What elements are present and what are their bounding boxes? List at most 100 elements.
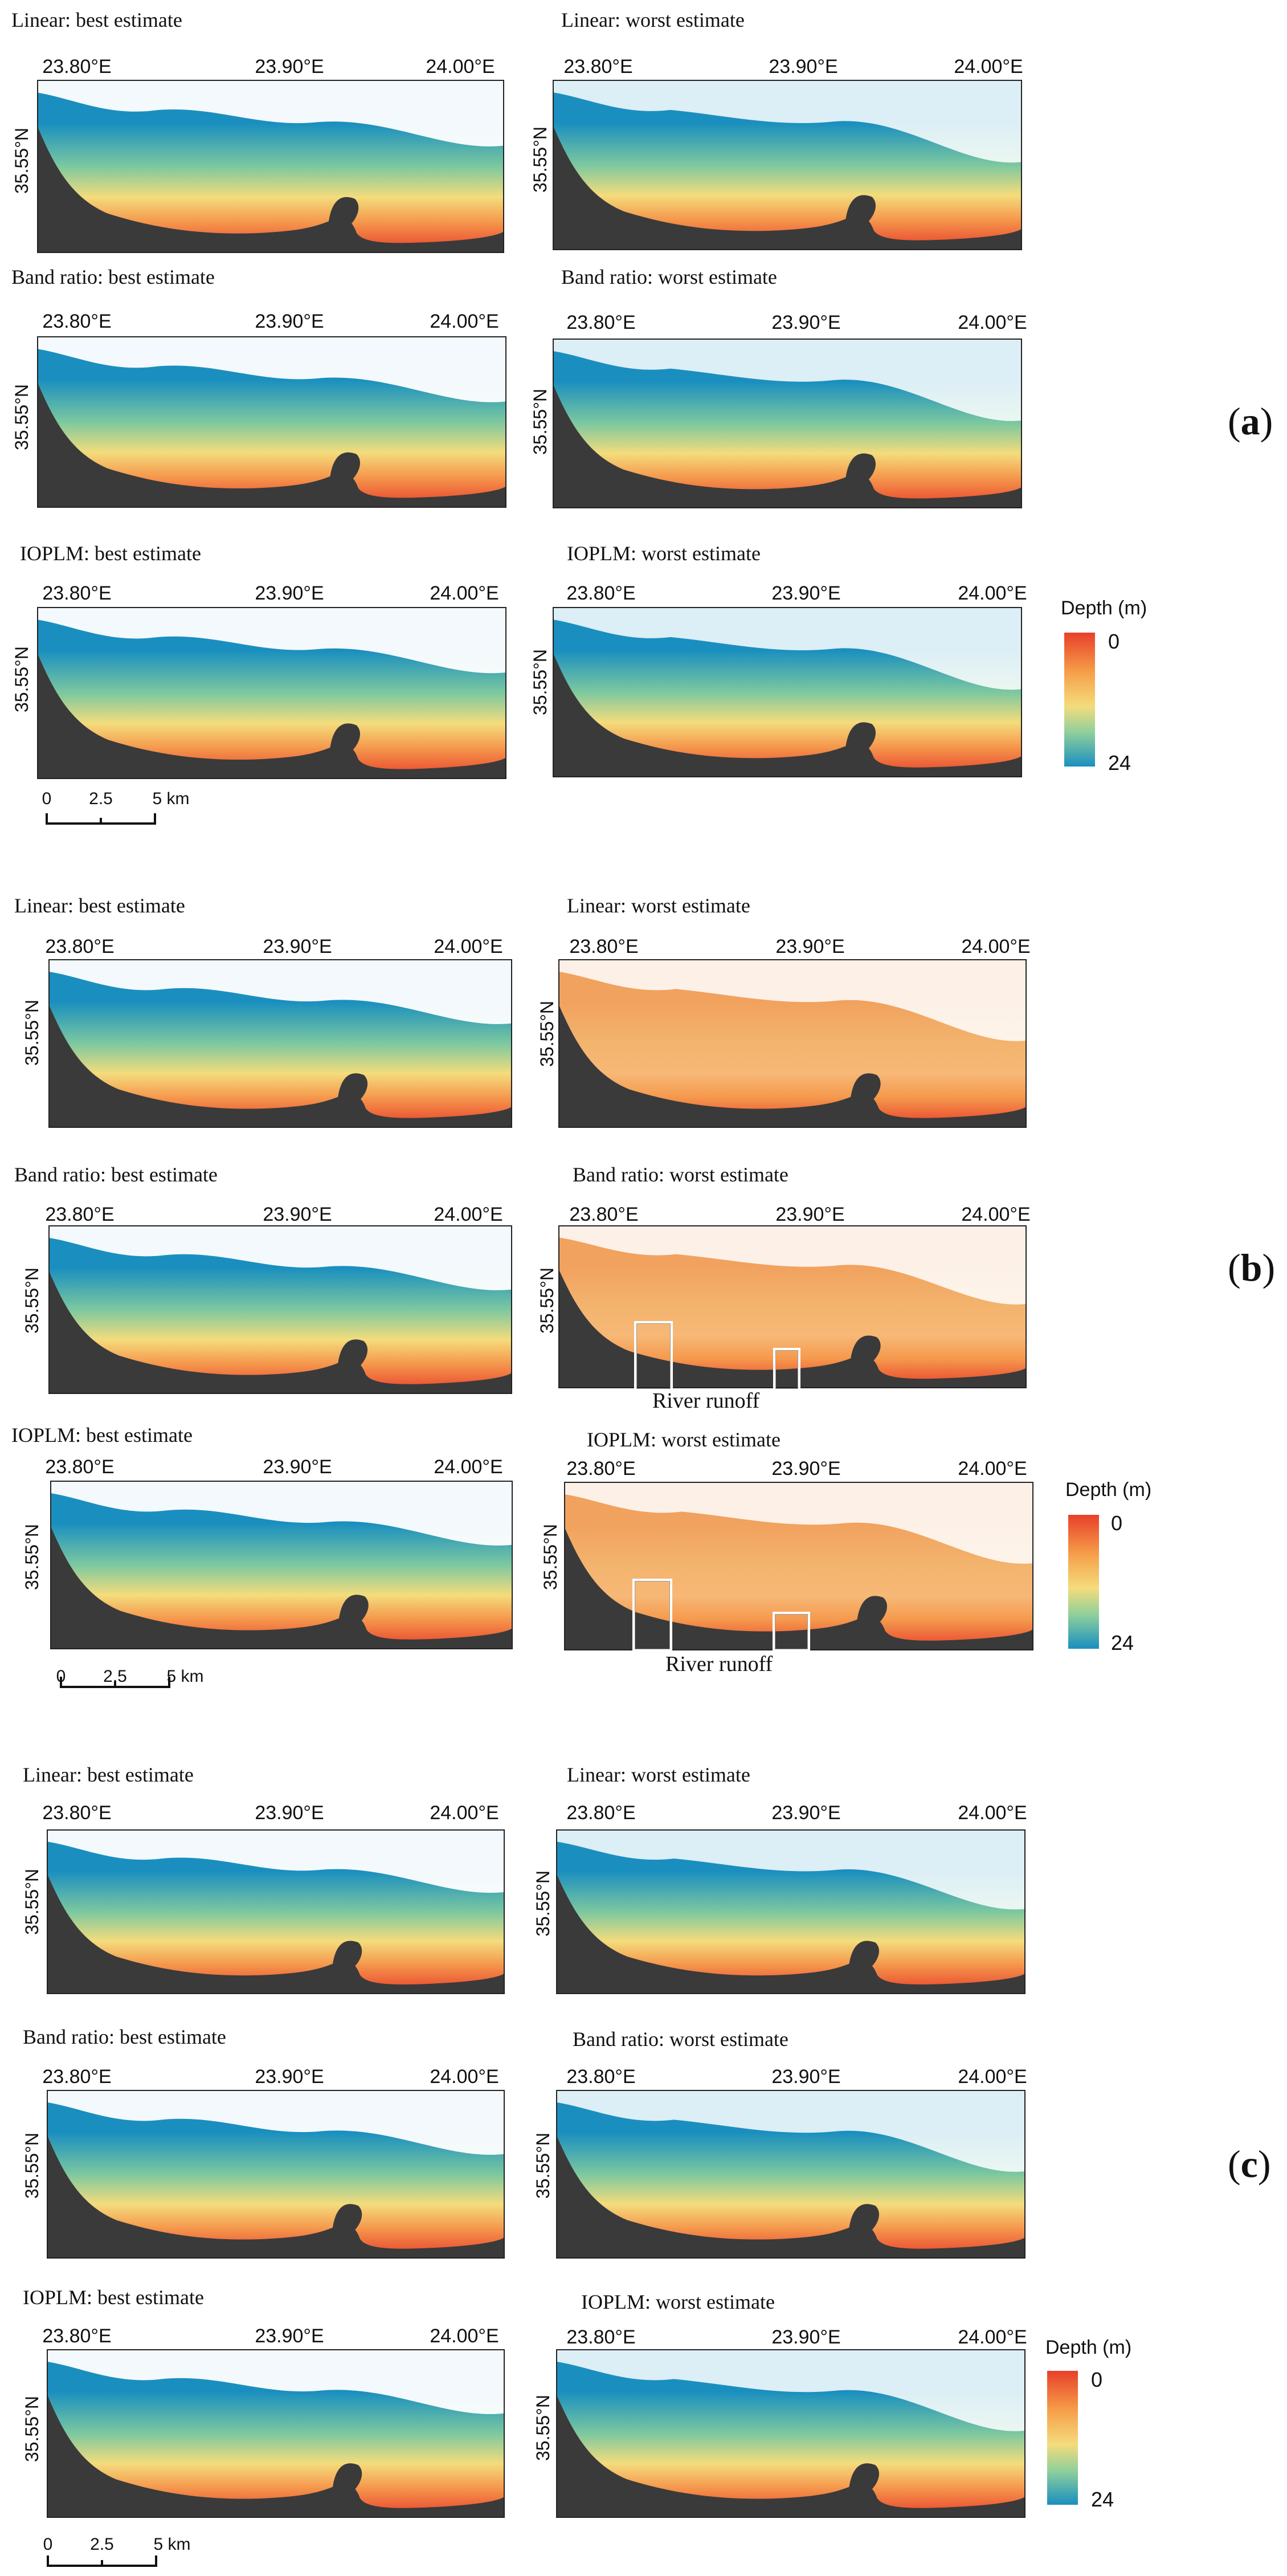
depth-colorbar — [1064, 633, 1095, 767]
lat-tick: 35.55°N — [11, 646, 32, 712]
lon-tick: 23.90°E — [771, 2326, 841, 2348]
scale-tick: 5 km — [166, 1667, 204, 1686]
legend-title: Depth (m) — [1045, 2337, 1132, 2358]
bathymetry-raster — [557, 2350, 1024, 2517]
lon-tick: 23.80°E — [566, 312, 636, 333]
lon-tick: 23.80°E — [563, 56, 633, 78]
river-runoff-box — [773, 1348, 800, 1391]
panel-title: IOPLM: worst estimate — [567, 542, 761, 565]
scale-tick: 5 km — [152, 789, 190, 808]
scale-tick: 0 — [42, 789, 52, 808]
legend-min: 0 — [1111, 1511, 1123, 1535]
lat-tick: 35.55°N — [22, 1869, 42, 1935]
lon-tick: 23.90°E — [255, 2325, 324, 2347]
depth-map — [564, 1482, 1033, 1650]
lon-tick: 23.90°E — [775, 936, 845, 957]
lat-tick: 35.55°N — [530, 649, 550, 715]
scale-tick: 2.5 — [89, 789, 113, 808]
lon-tick: 23.90°E — [769, 56, 838, 78]
lon-tick: 23.80°E — [42, 582, 112, 604]
lat-tick: 35.55°N — [22, 1524, 42, 1590]
lon-tick: 23.90°E — [775, 1204, 845, 1225]
panel-title: Linear: worst estimate — [567, 894, 750, 917]
depth-map — [48, 1225, 512, 1394]
scale-bar — [60, 1676, 174, 1692]
lon-tick: 23.90°E — [263, 936, 332, 957]
lon-tick: 23.80°E — [45, 1456, 115, 1478]
river-runoff-box — [632, 1579, 672, 1652]
lon-tick: 24.00°E — [434, 1456, 503, 1478]
lat-tick: 35.55°N — [537, 1267, 557, 1334]
depth-map — [47, 1829, 505, 1994]
lon-tick: 24.00°E — [426, 56, 495, 78]
lon-tick: 23.90°E — [771, 1802, 841, 1824]
lon-tick: 23.90°E — [771, 2066, 841, 2088]
depth-map — [48, 959, 512, 1128]
lon-tick: 23.90°E — [255, 2066, 324, 2088]
lon-tick: 24.00°E — [958, 1802, 1027, 1824]
group-label: (c) — [1228, 2142, 1271, 2186]
lon-tick: 24.00°E — [958, 1458, 1027, 1479]
lon-tick: 24.00°E — [958, 312, 1027, 333]
bathymetry-raster — [557, 2091, 1024, 2257]
bathymetry-raster — [48, 2350, 504, 2517]
scale-tick: 5 km — [153, 2535, 191, 2554]
panel-title: Linear: best estimate — [14, 894, 185, 917]
lon-tick: 23.90°E — [255, 1802, 324, 1824]
bathymetry-raster — [554, 340, 1021, 507]
lon-tick: 23.80°E — [42, 1802, 112, 1824]
lon-tick: 23.80°E — [566, 2066, 636, 2088]
lat-tick: 35.55°N — [530, 127, 550, 193]
scale-bar — [46, 812, 160, 829]
bathymetry-raster — [565, 1483, 1032, 1649]
depth-map — [558, 959, 1027, 1128]
lon-tick: 23.80°E — [42, 2325, 112, 2347]
depth-map — [37, 336, 506, 508]
bathymetry-raster — [557, 1831, 1024, 1993]
bathymetry-raster — [48, 1831, 504, 1993]
lon-tick: 23.80°E — [45, 1204, 115, 1225]
depth-map — [556, 1829, 1025, 1994]
bathymetry-raster — [50, 960, 511, 1127]
lon-tick: 23.80°E — [566, 1802, 636, 1824]
lon-tick: 23.90°E — [255, 582, 324, 604]
bathymetry-raster — [48, 2091, 504, 2257]
lon-tick: 23.80°E — [42, 311, 112, 332]
group-label: (b) — [1228, 1246, 1276, 1289]
bathymetry-raster — [38, 337, 505, 507]
depth-map — [556, 2349, 1025, 2518]
panel-title: Linear: best estimate — [23, 1763, 194, 1786]
depth-map — [50, 1481, 513, 1649]
bathymetry-raster — [38, 608, 505, 778]
bathymetry-raster — [51, 1482, 512, 1648]
lat-tick: 35.55°N — [11, 128, 32, 194]
lat-tick: 35.55°N — [11, 384, 32, 450]
depth-map — [558, 1225, 1027, 1388]
depth-map — [47, 2349, 505, 2518]
lon-tick: 23.80°E — [45, 936, 115, 957]
lon-tick: 23.90°E — [263, 1456, 332, 1478]
scale-tick: 0 — [56, 1667, 66, 1686]
scale-tick: 2.5 — [90, 2535, 114, 2554]
lon-tick: 24.00°E — [961, 1204, 1031, 1225]
scale-bar — [47, 2554, 161, 2571]
group-label: (a) — [1228, 400, 1273, 443]
lon-tick: 23.90°E — [771, 312, 841, 333]
lon-tick: 24.00°E — [430, 1802, 499, 1824]
panel-title: IOPLM: worst estimate — [587, 1428, 781, 1451]
legend-max: 24 — [1108, 751, 1131, 775]
bathymetry-raster — [559, 960, 1025, 1127]
lat-tick: 35.55°N — [540, 1524, 561, 1590]
depth-map — [37, 607, 506, 779]
lon-tick: 24.00°E — [434, 1204, 503, 1225]
bathymetry-raster — [554, 81, 1021, 249]
lat-tick: 35.55°N — [22, 2396, 42, 2462]
lon-tick: 24.00°E — [954, 56, 1023, 78]
lon-tick: 23.80°E — [566, 1458, 636, 1479]
lon-tick: 23.90°E — [263, 1204, 332, 1225]
lon-tick: 23.80°E — [569, 1204, 639, 1225]
depth-map — [553, 80, 1022, 250]
panel-title: IOPLM: best estimate — [20, 542, 201, 565]
lon-tick: 23.80°E — [569, 936, 639, 957]
panel-title: IOPLM: best estimate — [11, 1424, 193, 1446]
